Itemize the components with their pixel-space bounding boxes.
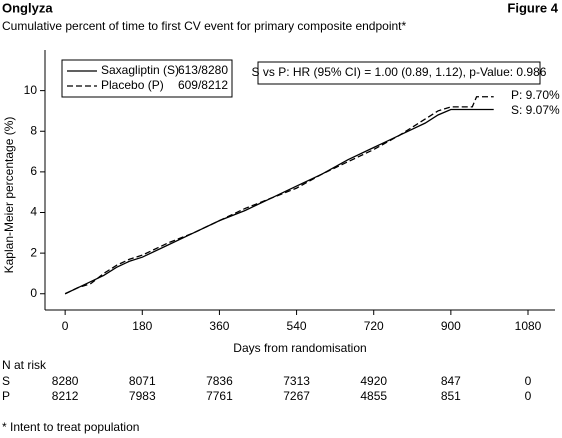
at-risk-value: 4920	[360, 374, 387, 388]
y-tick-label: 8	[30, 123, 37, 137]
at-risk-value: 7983	[129, 389, 156, 403]
at-risk-value: 7313	[283, 374, 310, 388]
at-risk-value: 8071	[129, 374, 156, 388]
series-line	[64, 96, 494, 295]
at-risk-label: P	[2, 389, 10, 403]
x-axis-label: Days from randomisation	[233, 341, 366, 355]
chart-title: Cumulative percent of time to first CV e…	[2, 19, 407, 33]
header-title: Onglyza	[2, 0, 53, 15]
at-risk-value: 7267	[283, 389, 310, 403]
at-risk-value: 7836	[206, 374, 233, 388]
x-tick-label: 1080	[515, 319, 542, 333]
y-axis-label: Kaplan-Meier percentage (%)	[2, 117, 16, 274]
x-tick-label: 540	[287, 319, 307, 333]
annotation-box	[257, 61, 541, 85]
at-risk-value: 0	[525, 374, 532, 388]
at-risk-value: 847	[441, 374, 461, 388]
x-tick-label: 180	[132, 319, 152, 333]
at-risk-value: 7761	[206, 389, 233, 403]
end-label: S: 9.07%	[511, 103, 560, 117]
y-tick-label: 6	[30, 164, 37, 178]
annotation: S vs P: HR (95% CI) = 1.00 (0.89, 1.12),…	[252, 65, 547, 79]
footnote: * Intent to treat population	[2, 420, 139, 434]
legend-count: 613/8280	[178, 63, 228, 77]
at-risk-title: N at risk	[2, 358, 47, 372]
legend-label: Placebo (P)	[101, 78, 164, 92]
legend-count: 609/8212	[178, 78, 228, 92]
at-risk-value: 4855	[360, 389, 387, 403]
y-tick-label: 0	[30, 286, 37, 300]
x-tick-label: 360	[209, 319, 229, 333]
at-risk-value: 8280	[52, 374, 79, 388]
y-tick-label: 10	[24, 83, 38, 97]
legend-label: Saxagliptin (S)	[101, 63, 179, 77]
at-risk-value: 851	[441, 389, 461, 403]
figure-label: Figure 4	[507, 0, 558, 15]
x-tick-label: 720	[364, 319, 384, 333]
at-risk-label: S	[2, 374, 10, 388]
x-tick-label: 0	[62, 319, 69, 333]
y-tick-label: 2	[30, 245, 37, 259]
x-tick-label: 900	[441, 319, 461, 333]
at-risk-value: 0	[525, 389, 532, 403]
at-risk-value: 8212	[52, 389, 79, 403]
y-tick-label: 4	[30, 205, 37, 219]
legend-box	[61, 59, 233, 98]
series-line	[64, 108, 494, 295]
end-label: P: 9.70%	[511, 88, 560, 102]
